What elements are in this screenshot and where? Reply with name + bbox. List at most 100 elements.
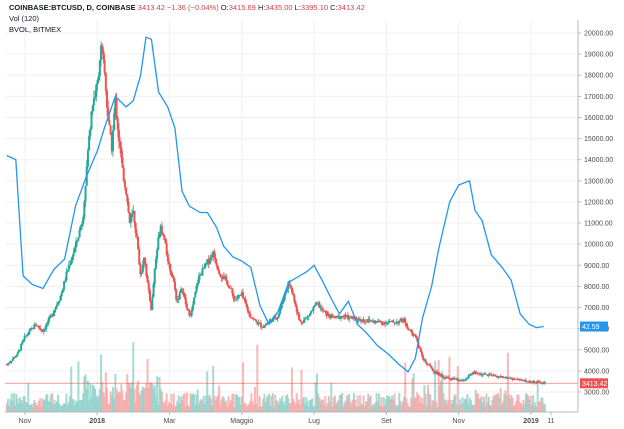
volume-bar	[183, 393, 186, 412]
volume-bar	[386, 395, 389, 412]
y-tick-label: 5000.00	[584, 347, 609, 354]
volume-bar	[20, 400, 23, 412]
volume-bar	[238, 396, 241, 412]
candle-body	[279, 309, 282, 314]
candle-body	[343, 316, 346, 318]
candle-body	[78, 229, 81, 238]
candle-body	[98, 60, 101, 77]
volume-bar	[72, 399, 75, 412]
candle-body	[370, 321, 373, 323]
candle-body	[158, 234, 161, 238]
candle-body	[446, 376, 449, 378]
candle-body	[352, 316, 355, 320]
volume-bar	[279, 398, 282, 412]
candle-body	[307, 316, 310, 317]
candle-body	[193, 297, 196, 305]
y-tick-label: 16000.00	[584, 115, 613, 122]
volume-bar	[523, 404, 526, 412]
candle-body	[164, 240, 167, 244]
candle-body	[284, 291, 287, 294]
x-axis[interactable]: Nov 2018 Mar Maggio Lug Set Nov 2019 11	[5, 411, 578, 425]
candle-body	[469, 373, 472, 376]
candle-body	[386, 322, 389, 324]
candle-body	[441, 375, 444, 377]
volume-bar	[66, 405, 69, 412]
candle-body	[338, 315, 341, 319]
x-tick-label: 2019	[523, 418, 539, 425]
legend-low: 3395.10	[300, 3, 329, 12]
volume-bar	[196, 389, 199, 412]
candle-body	[258, 322, 261, 324]
legend-volume-row[interactable]: Vol (120)	[9, 14, 39, 24]
volume-bar	[104, 372, 107, 412]
legend-low-label: L:	[294, 3, 301, 12]
candle-body	[405, 323, 408, 327]
legend-symbol-row[interactable]: COINBASE:BTCUSD, D, COINBASE 3413.42 −1.…	[9, 3, 365, 13]
candle-body	[281, 302, 284, 304]
volume-bar	[487, 396, 490, 412]
volume-bar	[453, 395, 456, 412]
volume-bar	[437, 359, 440, 412]
volume-bar	[424, 393, 427, 412]
volume-bar	[350, 403, 353, 412]
candle-body	[104, 72, 107, 91]
volume-bar	[220, 399, 223, 412]
volume-bar	[528, 399, 531, 412]
candle-body	[341, 315, 344, 318]
volume-bar	[202, 395, 205, 412]
volume-bar	[443, 400, 446, 412]
candle-body	[519, 379, 522, 381]
volume-bar	[246, 405, 249, 412]
volume-bar	[358, 395, 361, 412]
candle-body	[304, 318, 307, 320]
candle-body	[143, 257, 146, 265]
candle-body	[76, 240, 79, 242]
candle-body	[398, 320, 401, 324]
candle-body	[337, 315, 340, 317]
volume-bar	[366, 401, 369, 412]
candle-body	[416, 337, 419, 342]
candle-body	[202, 268, 205, 269]
volume-bar	[422, 403, 425, 412]
candle-body	[177, 299, 180, 300]
volume-bar	[187, 404, 190, 412]
legend-bvol-row[interactable]: BVOL, BITMEX	[9, 25, 61, 35]
volume-bar	[102, 392, 105, 412]
volume-bar	[233, 406, 236, 412]
volume-bar	[339, 394, 342, 412]
volume-bar	[515, 400, 518, 412]
candle-body	[86, 150, 89, 167]
volume-bar	[505, 395, 508, 412]
volume-bar	[245, 406, 248, 412]
volume-bar	[14, 404, 17, 412]
volume-bar	[367, 393, 370, 412]
volume-bar	[7, 398, 10, 412]
volume-bar	[474, 389, 477, 412]
candle-body	[298, 313, 301, 320]
volume-bar	[323, 404, 326, 412]
volume-bar	[539, 401, 542, 412]
candle-body	[484, 373, 487, 375]
candle-body	[49, 315, 52, 317]
volume-bar	[179, 396, 182, 412]
volume-bar	[540, 397, 543, 412]
candle-body	[43, 328, 46, 330]
candle-body	[314, 303, 317, 306]
candle-body	[60, 292, 63, 296]
volume-bar	[77, 361, 80, 412]
y-tick-label: 18000.00	[584, 73, 613, 80]
volume-bar	[542, 403, 545, 412]
candle-body	[418, 347, 421, 349]
volume-bar	[333, 395, 336, 412]
volume-bar	[372, 404, 375, 412]
legend-close: 3413.42	[337, 3, 365, 12]
volume-bar	[380, 397, 383, 412]
candle-body	[500, 376, 503, 378]
candle-body	[299, 319, 302, 322]
candle-body	[257, 322, 260, 325]
candle-body	[447, 376, 450, 379]
volume-bar	[247, 404, 250, 412]
candle-body	[33, 324, 36, 330]
candle-body	[16, 352, 19, 356]
